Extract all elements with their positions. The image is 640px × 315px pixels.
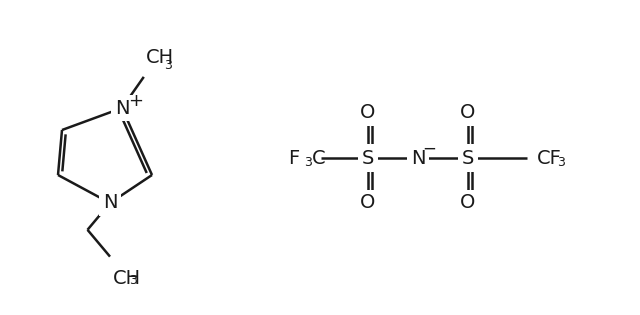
Text: N: N bbox=[103, 193, 117, 213]
Text: O: O bbox=[460, 104, 476, 123]
Text: 3: 3 bbox=[304, 157, 312, 169]
Text: S: S bbox=[462, 148, 474, 168]
Text: O: O bbox=[360, 193, 376, 213]
Text: CH: CH bbox=[146, 48, 174, 67]
Text: N: N bbox=[115, 99, 129, 117]
Text: N: N bbox=[411, 148, 425, 168]
Text: CF: CF bbox=[537, 148, 562, 168]
Text: +: + bbox=[129, 92, 143, 110]
Text: O: O bbox=[360, 104, 376, 123]
Text: 3: 3 bbox=[557, 157, 565, 169]
Text: 3: 3 bbox=[129, 274, 137, 287]
Text: F: F bbox=[288, 148, 299, 168]
Text: −: − bbox=[422, 140, 436, 158]
Text: C: C bbox=[312, 148, 326, 168]
Text: S: S bbox=[362, 148, 374, 168]
Text: 3: 3 bbox=[164, 59, 172, 72]
Text: O: O bbox=[460, 193, 476, 213]
Text: CH: CH bbox=[113, 269, 141, 288]
